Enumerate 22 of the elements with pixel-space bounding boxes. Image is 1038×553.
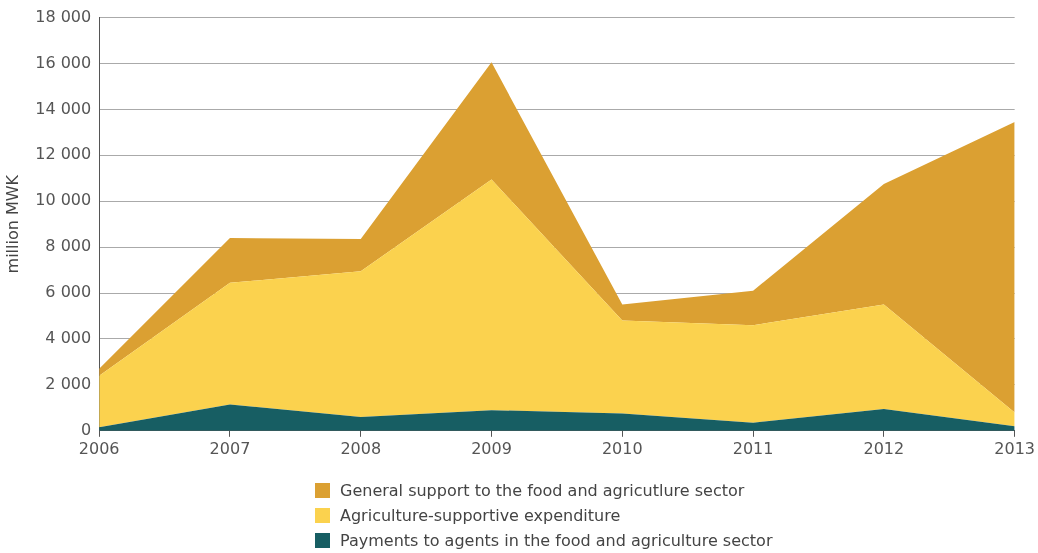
x-tick-label: 2006 xyxy=(78,438,120,458)
x-tick-label: 2013 xyxy=(994,438,1035,458)
y-tick-label: 18 000 xyxy=(35,6,92,26)
legend-label: Agriculture-supportive expenditure xyxy=(340,505,621,527)
x-tick-label: 2010 xyxy=(601,438,643,458)
y-tick-label: 12 000 xyxy=(35,144,92,164)
x-tick-label: 2009 xyxy=(471,438,512,458)
y-tick-label: 2 000 xyxy=(45,374,92,394)
legend-label: General support to the food and agricutlure sector xyxy=(340,480,745,502)
y-tick-label: 14 000 xyxy=(35,98,92,118)
y-tick-label: 4 000 xyxy=(45,328,92,348)
x-tick-label: 2008 xyxy=(340,438,382,458)
y-tick-label: 0 xyxy=(81,419,92,439)
legend-label: Payments to agents in the food and agriculture sector xyxy=(340,530,773,552)
y-tick-label: 6 000 xyxy=(45,282,92,302)
y-tick-label: 8 000 xyxy=(45,236,92,256)
y-tick-label: 16 000 xyxy=(35,52,92,72)
x-tick-label: 2007 xyxy=(209,438,251,458)
y-tick-label: 10 000 xyxy=(35,190,92,210)
x-tick-label: 2011 xyxy=(732,438,774,458)
y-axis-title: million MWK xyxy=(2,174,22,274)
x-tick-label: 2012 xyxy=(863,438,905,458)
